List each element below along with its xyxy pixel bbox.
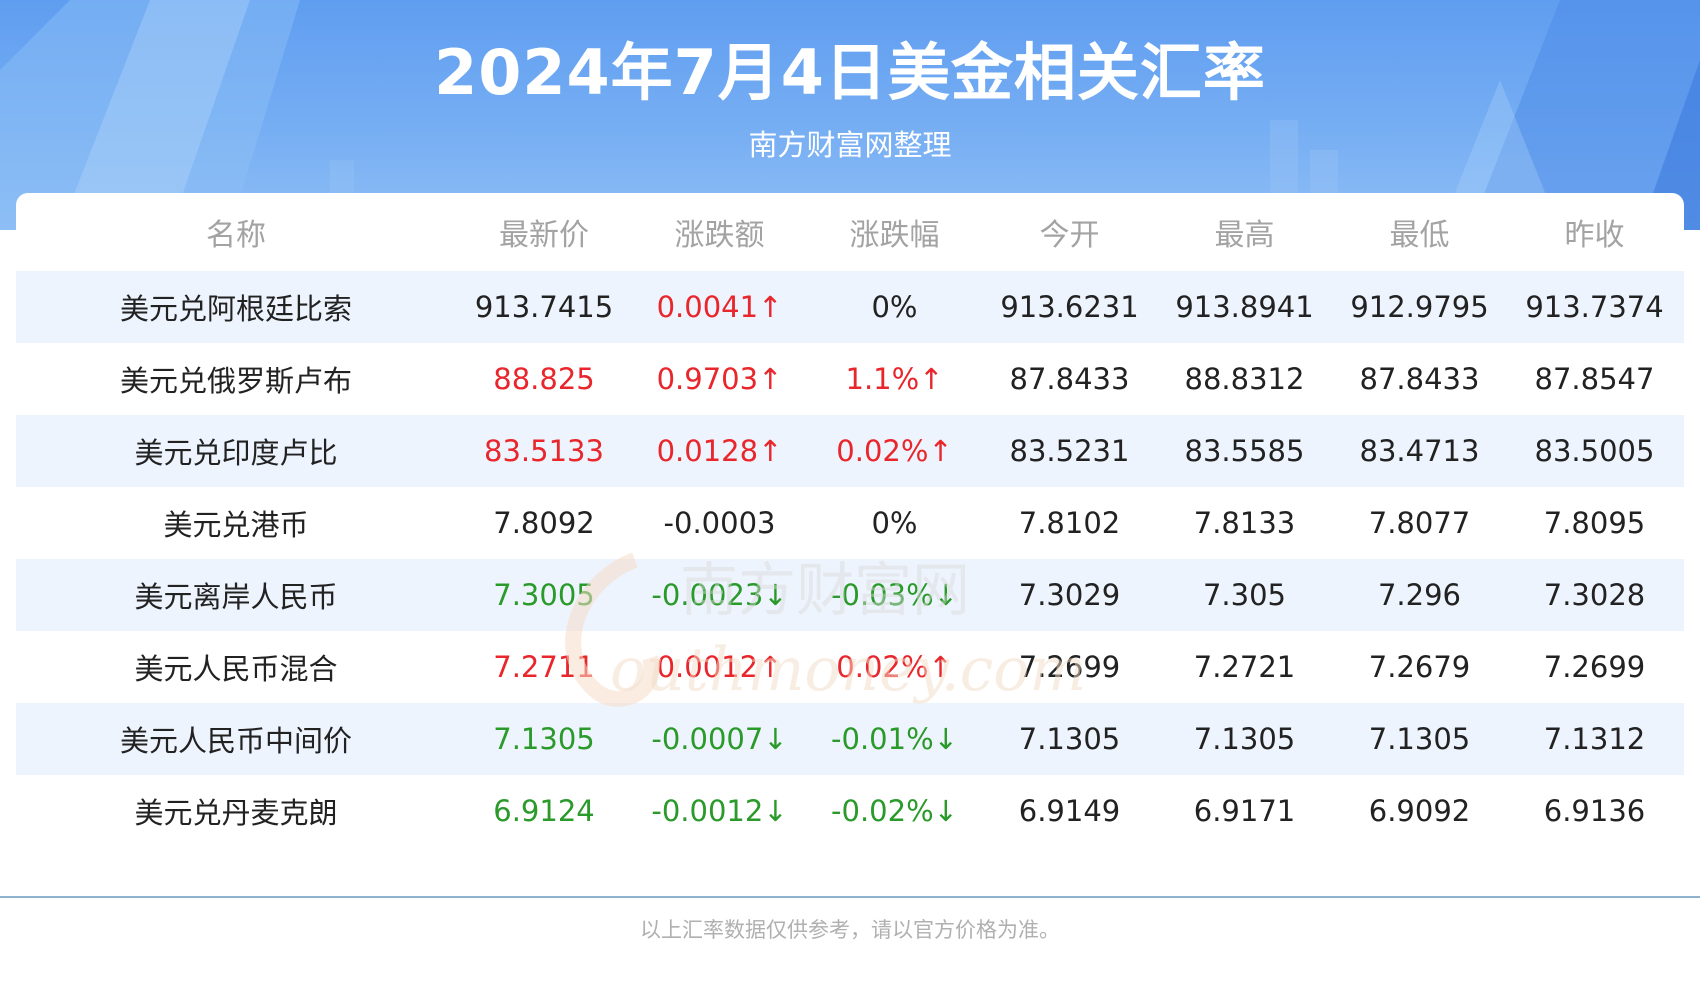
change-percent-cell: -0.01%↓ — [831, 722, 958, 756]
column-header-name[interactable]: 名称 — [206, 218, 266, 253]
latest-price-cell: 6.9124 — [493, 794, 595, 828]
column-header-change-pct[interactable]: 涨跌幅 — [849, 218, 940, 253]
column-header-change[interactable]: 涨跌额 — [674, 218, 765, 253]
low-price-cell: 7.296 — [1377, 578, 1462, 612]
open-price-cell: 6.9149 — [1018, 794, 1121, 828]
prev-close-cell: 7.1312 — [1543, 722, 1646, 756]
change-percent-cell: -0.02%↓ — [831, 794, 958, 828]
change-percent-cell: 0.02%↑ — [836, 434, 953, 468]
table-row[interactable]: 美元兑港币 7.8092 -0.0003 0% 7.8102 7.8133 7.8077 7.… — [16, 487, 1684, 559]
low-price-cell: 83.4713 — [1359, 434, 1480, 468]
low-price-cell: 7.8077 — [1368, 506, 1471, 540]
rate-name-cell: 美元离岸人民币 — [134, 580, 338, 614]
table-row[interactable]: 美元兑阿根廷比索 913.7415 0.0041↑ 0% 913.6231 913.894… — [16, 271, 1684, 343]
rate-name-cell: 美元兑丹麦克朗 — [134, 796, 338, 830]
open-price-cell: 7.2699 — [1018, 650, 1121, 684]
high-price-cell: 83.5585 — [1184, 434, 1305, 468]
latest-price-cell: 7.8092 — [493, 506, 595, 540]
disclaimer-text: 以上汇率数据仅供参考，请以官方价格为准。 — [640, 918, 1060, 942]
table-header: 名称 最新价 涨跌额 涨跌幅 今开 最高 最低 昨收 — [16, 193, 1684, 271]
latest-price-cell: 7.3005 — [493, 578, 595, 612]
page-title: 2024年7月4日美金相关汇率 — [434, 36, 1266, 109]
change-percent-cell: 0.02%↑ — [836, 650, 953, 684]
change-amount-cell: -0.0012↓ — [651, 794, 788, 828]
rate-name-cell: 美元人民币混合 — [134, 652, 338, 686]
high-price-cell: 7.8133 — [1193, 506, 1296, 540]
open-price-cell: 7.8102 — [1018, 506, 1121, 540]
open-price-cell: 7.1305 — [1018, 722, 1121, 756]
open-price-cell: 83.5231 — [1009, 434, 1130, 468]
low-price-cell: 87.8433 — [1359, 362, 1480, 396]
column-header-low[interactable]: 最低 — [1389, 218, 1450, 253]
high-price-cell: 7.305 — [1202, 578, 1287, 612]
rate-name-cell: 美元人民币中间价 — [119, 724, 352, 758]
change-percent-cell: 0% — [871, 290, 918, 324]
change-amount-cell: 0.0012↑ — [656, 650, 783, 684]
latest-price-cell: 7.1305 — [493, 722, 595, 756]
rate-name-cell: 美元兑印度卢比 — [134, 436, 338, 470]
high-price-cell: 88.8312 — [1184, 362, 1305, 396]
latest-price-cell: 88.825 — [493, 362, 595, 396]
prev-close-cell: 7.3028 — [1543, 578, 1646, 612]
table-row[interactable]: 美元兑丹麦克朗 6.9124 -0.0012↓ -0.02%↓ 6.9149 6.9171… — [16, 775, 1684, 847]
open-price-cell: 7.3029 — [1018, 578, 1121, 612]
rate-name-cell: 美元兑港币 — [163, 508, 309, 542]
change-amount-cell: 0.9703↑ — [656, 362, 783, 396]
change-amount-cell: -0.0003 — [663, 506, 776, 540]
rate-name-cell: 美元兑阿根廷比索 — [119, 292, 352, 326]
change-amount-cell: -0.0007↓ — [651, 722, 788, 756]
table-row[interactable]: 美元兑俄罗斯卢布 88.825 0.9703↑ 1.1%↑ 87.8433 88.8312… — [16, 343, 1684, 415]
page-subtitle: 南方财富网整理 — [748, 128, 952, 162]
column-header-open[interactable]: 今开 — [1039, 218, 1100, 253]
low-price-cell: 6.9092 — [1368, 794, 1471, 828]
high-price-cell: 7.1305 — [1193, 722, 1296, 756]
open-price-cell: 913.6231 — [1000, 290, 1139, 324]
prev-close-cell: 6.9136 — [1543, 794, 1646, 828]
prev-close-cell: 7.8095 — [1543, 506, 1646, 540]
rate-table: 名称 最新价 涨跌额 涨跌幅 今开 最高 最低 昨收 美元兑阿根廷比索 913.7… — [16, 193, 1684, 897]
high-price-cell: 913.8941 — [1175, 290, 1314, 324]
change-amount-cell: 0.0041↑ — [656, 290, 783, 324]
column-header-high[interactable]: 最高 — [1214, 218, 1275, 253]
header-banner: 2024年7月4日美金相关汇率 南方财富网整理 — [0, 0, 1700, 230]
change-percent-cell: -0.03%↓ — [831, 578, 958, 612]
latest-price-cell: 7.2711 — [493, 650, 595, 684]
open-price-cell: 87.8433 — [1009, 362, 1130, 396]
table-row[interactable]: 美元人民币混合 7.2711 0.0012↑ 0.02%↑ 7.2699 7.2721 7.… — [16, 631, 1684, 703]
low-price-cell: 912.9795 — [1350, 290, 1489, 324]
column-header-latest[interactable]: 最新价 — [499, 218, 589, 253]
change-amount-cell: 0.0128↑ — [656, 434, 783, 468]
change-amount-cell: -0.0023↓ — [651, 578, 788, 612]
low-price-cell: 7.2679 — [1368, 650, 1471, 684]
high-price-cell: 7.2721 — [1193, 650, 1296, 684]
latest-price-cell: 913.7415 — [474, 290, 614, 324]
table-row[interactable]: 美元离岸人民币 7.3005 -0.0023↓ -0.03%↓ 7.3029 7.305 7… — [16, 559, 1684, 631]
prev-close-cell: 87.8547 — [1534, 362, 1655, 396]
table-row[interactable]: 美元兑印度卢比 83.5133 0.0128↑ 0.02%↑ 83.5231 83.558… — [16, 415, 1684, 487]
change-percent-cell: 0% — [871, 506, 918, 540]
footer-divider — [0, 896, 1700, 898]
rate-name-cell: 美元兑俄罗斯卢布 — [119, 364, 352, 398]
column-header-prev-close[interactable]: 昨收 — [1564, 218, 1625, 253]
low-price-cell: 7.1305 — [1368, 722, 1471, 756]
prev-close-cell: 913.7374 — [1525, 290, 1664, 324]
latest-price-cell: 83.5133 — [484, 434, 604, 468]
table-row[interactable]: 美元人民币中间价 7.1305 -0.0007↓ -0.01%↓ 7.1305 7.130… — [16, 703, 1684, 775]
change-percent-cell: 1.1%↑ — [845, 362, 944, 396]
prev-close-cell: 7.2699 — [1543, 650, 1646, 684]
prev-close-cell: 83.5005 — [1534, 434, 1655, 468]
high-price-cell: 6.9171 — [1193, 794, 1296, 828]
